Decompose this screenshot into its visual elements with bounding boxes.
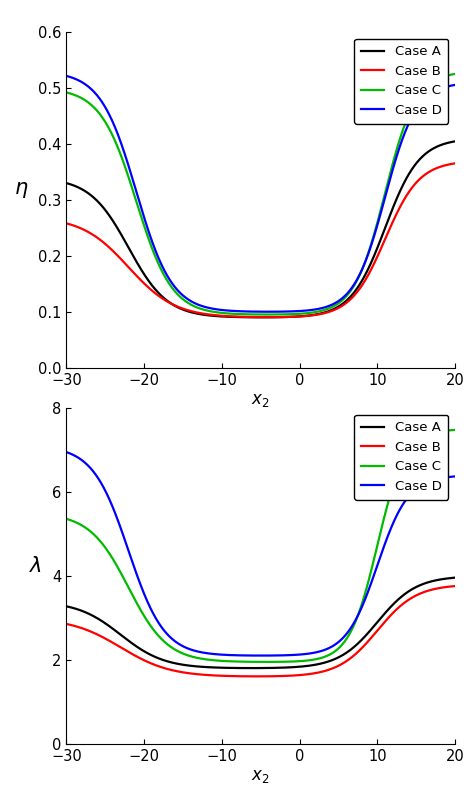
Case C — [452, 69, 458, 78]
Case C — [367, 571, 373, 581]
Case D — [331, 299, 337, 309]
Line: Case B: Case B — [66, 586, 455, 676]
Case B — [64, 218, 69, 228]
Case C — [235, 309, 240, 318]
Line: Case D: Case D — [66, 76, 455, 312]
Case B — [235, 312, 240, 322]
Line: Case C: Case C — [66, 74, 455, 314]
Case B — [103, 634, 109, 644]
Case C — [64, 514, 69, 524]
Line: Case B: Case B — [66, 163, 455, 317]
Case C — [221, 656, 227, 666]
Legend: Case A, Case B, Case C, Case D: Case A, Case B, Case C, Case D — [354, 38, 448, 123]
Case D — [259, 650, 264, 660]
Case A — [259, 313, 264, 322]
Case C — [374, 542, 380, 552]
Case D — [374, 562, 380, 572]
Case C — [64, 88, 69, 98]
Case A — [249, 663, 255, 673]
Case A — [221, 663, 227, 673]
Case A — [367, 626, 373, 636]
Case C — [452, 425, 458, 434]
Case B — [452, 582, 458, 591]
Case B — [235, 671, 240, 681]
X-axis label: $x_2$: $x_2$ — [251, 766, 270, 785]
Case D — [103, 104, 109, 114]
Case B — [221, 311, 227, 321]
Case B — [374, 626, 380, 636]
Y-axis label: $\eta$: $\eta$ — [14, 180, 28, 200]
Case C — [331, 647, 337, 657]
Case C — [221, 308, 227, 318]
Case A — [235, 312, 240, 322]
Case B — [254, 671, 260, 681]
Case D — [266, 307, 272, 317]
Case C — [235, 657, 240, 666]
Case A — [221, 312, 227, 322]
Case B — [367, 634, 373, 644]
Case C — [264, 657, 270, 666]
Line: Case A: Case A — [66, 142, 455, 318]
Case C — [264, 310, 270, 319]
Case A — [452, 137, 458, 146]
Case B — [331, 663, 337, 673]
Line: Case C: Case C — [66, 430, 455, 662]
Case D — [235, 306, 240, 316]
Case C — [331, 302, 337, 311]
Case B — [103, 240, 109, 250]
Case A — [367, 261, 373, 270]
Case D — [374, 222, 380, 232]
Case D — [221, 650, 227, 659]
Case D — [452, 80, 458, 90]
Case C — [103, 544, 109, 554]
Case B — [64, 619, 69, 629]
Case B — [374, 253, 380, 262]
Case A — [374, 244, 380, 254]
Line: Case D: Case D — [66, 452, 455, 655]
Case A — [103, 619, 109, 629]
Case D — [221, 306, 227, 315]
Case D — [64, 71, 69, 81]
Case A — [64, 178, 69, 188]
Case A — [452, 573, 458, 582]
Case C — [103, 118, 109, 128]
Case A — [331, 304, 337, 314]
Y-axis label: $\lambda$: $\lambda$ — [29, 556, 42, 576]
X-axis label: $x_2$: $x_2$ — [251, 390, 270, 409]
Text: (a): (a) — [249, 425, 272, 443]
Case A — [374, 618, 380, 627]
Case C — [374, 220, 380, 230]
Case B — [452, 158, 458, 168]
Legend: Case A, Case B, Case C, Case D: Case A, Case B, Case C, Case D — [354, 414, 448, 499]
Case C — [367, 243, 373, 253]
Case B — [221, 671, 227, 681]
Case D — [367, 245, 373, 254]
Case A — [235, 663, 240, 673]
Case D — [331, 641, 337, 650]
Case A — [331, 654, 337, 664]
Line: Case A: Case A — [66, 578, 455, 668]
Case B — [331, 306, 337, 315]
Case D — [235, 650, 240, 660]
Case B — [266, 312, 272, 322]
Case D — [367, 582, 373, 591]
Case A — [64, 602, 69, 611]
Case D — [452, 472, 458, 482]
Case D — [103, 487, 109, 497]
Case D — [64, 447, 69, 457]
Case B — [367, 267, 373, 277]
Case A — [103, 206, 109, 216]
